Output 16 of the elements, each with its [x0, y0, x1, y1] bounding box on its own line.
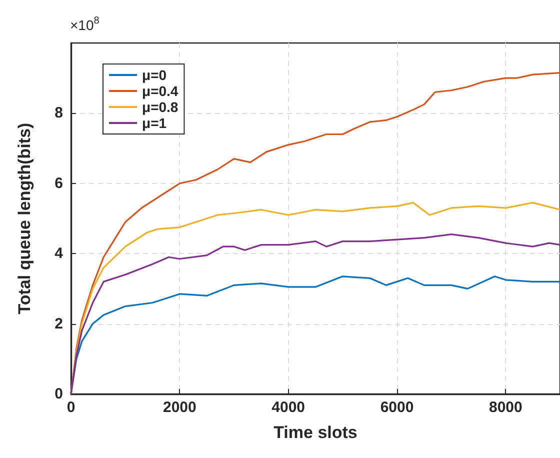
x-tick-label: 8000 [488, 399, 522, 416]
x-tick-label: 6000 [380, 399, 414, 416]
legend-label: μ=1 [142, 115, 167, 131]
y-tick-label: 6 [54, 174, 63, 192]
y-tick-label: 8 [54, 104, 63, 122]
y-tick-label: 2 [54, 315, 63, 332]
x-tick-label: 2000 [162, 399, 196, 416]
legend-label: μ=0.4 [142, 83, 178, 99]
y-tick-label: 4 [54, 245, 64, 262]
y-axis-title: Total queue length(bits) [15, 122, 34, 314]
x-axis-title: Time slots [274, 423, 358, 442]
x-tick-label: 4000 [272, 399, 306, 416]
legend-label: μ=0 [142, 67, 167, 83]
legend-label: μ=0.8 [142, 99, 178, 115]
y-tick-label: 0 [54, 386, 63, 402]
x-tick-label: 0 [66, 399, 76, 416]
